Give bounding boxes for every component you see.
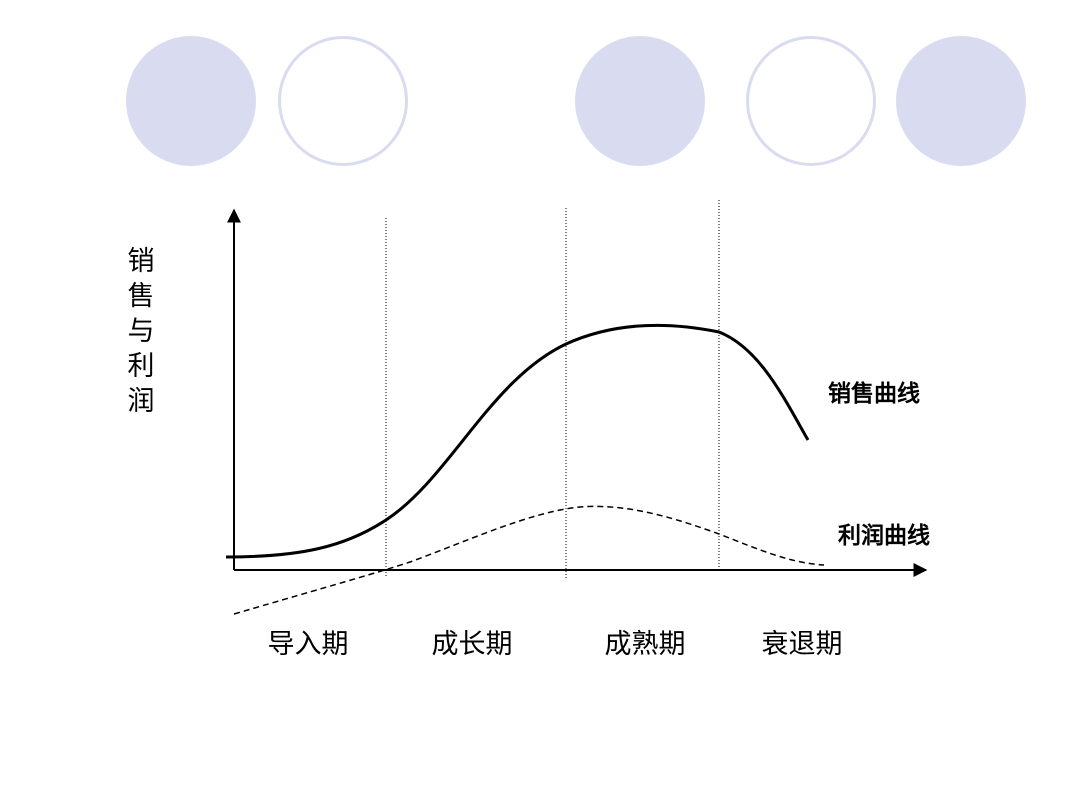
sales-curve-label: 销售曲线 [828,381,920,407]
decorative-circle-filled-2 [575,36,705,166]
sales-curve [225,323,810,559]
stage-label-maturity: 成熟期 [604,629,686,660]
profit-curve [233,505,825,615]
decorative-circle-filled-3 [896,36,1026,166]
stage-label-decline: 衰退期 [761,629,843,660]
decorative-circle-outline-2 [746,36,876,166]
y-axis-label: 销售与利润 [127,246,155,417]
profit-curve-label: 利润曲线 [838,523,930,549]
stage-label-introduction: 导入期 [267,629,349,660]
decorative-circle-filled-1 [126,36,256,166]
decorative-circle-outline-1 [278,36,408,166]
stage-label-growth: 成长期 [431,629,513,660]
